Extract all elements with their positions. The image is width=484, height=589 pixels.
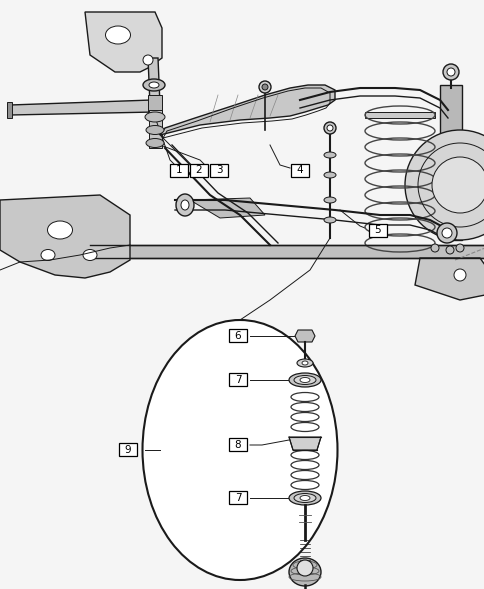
FancyBboxPatch shape: [170, 164, 188, 177]
Circle shape: [404, 130, 484, 240]
Text: 5: 5: [374, 225, 380, 235]
Text: 7: 7: [234, 375, 241, 385]
Circle shape: [455, 244, 463, 252]
Ellipse shape: [142, 320, 337, 580]
Polygon shape: [190, 198, 264, 218]
Polygon shape: [85, 12, 162, 72]
Ellipse shape: [288, 558, 320, 586]
Polygon shape: [288, 437, 320, 450]
Ellipse shape: [293, 376, 316, 385]
Polygon shape: [294, 330, 314, 342]
Ellipse shape: [323, 172, 335, 178]
FancyBboxPatch shape: [228, 373, 246, 386]
Polygon shape: [364, 252, 434, 258]
Polygon shape: [439, 85, 461, 240]
Circle shape: [296, 560, 312, 576]
Circle shape: [430, 244, 438, 252]
FancyBboxPatch shape: [210, 164, 227, 177]
Text: 8: 8: [234, 440, 241, 450]
Circle shape: [445, 246, 453, 254]
Polygon shape: [148, 95, 162, 115]
Ellipse shape: [181, 200, 189, 210]
Ellipse shape: [146, 125, 164, 134]
Text: 6: 6: [234, 331, 241, 341]
Circle shape: [441, 228, 451, 238]
FancyBboxPatch shape: [119, 444, 136, 456]
Ellipse shape: [323, 152, 335, 158]
Text: 9: 9: [124, 445, 131, 455]
Polygon shape: [364, 112, 434, 118]
Ellipse shape: [41, 250, 55, 260]
Ellipse shape: [296, 359, 312, 367]
Polygon shape: [149, 110, 162, 148]
Ellipse shape: [83, 250, 97, 260]
Circle shape: [323, 122, 335, 134]
Circle shape: [326, 125, 333, 131]
Ellipse shape: [288, 373, 320, 387]
Ellipse shape: [323, 217, 335, 223]
Polygon shape: [0, 195, 130, 278]
FancyBboxPatch shape: [228, 329, 246, 342]
FancyBboxPatch shape: [228, 491, 246, 505]
Circle shape: [446, 68, 454, 76]
Polygon shape: [7, 102, 12, 118]
Circle shape: [261, 84, 268, 90]
Polygon shape: [10, 100, 155, 115]
Text: 1: 1: [175, 165, 182, 175]
FancyBboxPatch shape: [368, 223, 386, 237]
Circle shape: [431, 157, 484, 213]
Polygon shape: [160, 85, 334, 135]
Circle shape: [442, 64, 458, 80]
Ellipse shape: [176, 194, 194, 216]
Ellipse shape: [143, 79, 165, 91]
Ellipse shape: [300, 378, 309, 382]
Circle shape: [258, 81, 271, 93]
Polygon shape: [90, 245, 484, 258]
FancyBboxPatch shape: [290, 164, 308, 177]
FancyBboxPatch shape: [190, 164, 208, 177]
Circle shape: [453, 269, 465, 281]
Text: 2: 2: [195, 165, 202, 175]
Ellipse shape: [106, 26, 130, 44]
Circle shape: [436, 223, 456, 243]
Circle shape: [143, 55, 152, 65]
Ellipse shape: [323, 197, 335, 203]
Ellipse shape: [293, 494, 316, 502]
Ellipse shape: [288, 491, 320, 505]
Ellipse shape: [146, 138, 164, 147]
Ellipse shape: [302, 361, 307, 365]
Ellipse shape: [300, 495, 309, 501]
Ellipse shape: [149, 82, 159, 88]
FancyBboxPatch shape: [228, 438, 246, 452]
Ellipse shape: [145, 112, 165, 122]
Text: 7: 7: [234, 493, 241, 503]
Polygon shape: [148, 58, 160, 105]
Text: 4: 4: [296, 165, 302, 175]
Text: 3: 3: [215, 165, 222, 175]
Ellipse shape: [47, 221, 72, 239]
Polygon shape: [414, 258, 484, 300]
